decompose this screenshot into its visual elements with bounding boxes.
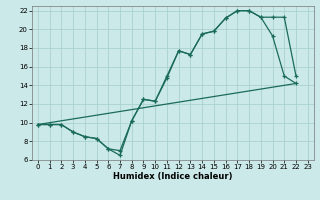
X-axis label: Humidex (Indice chaleur): Humidex (Indice chaleur) <box>113 172 233 181</box>
